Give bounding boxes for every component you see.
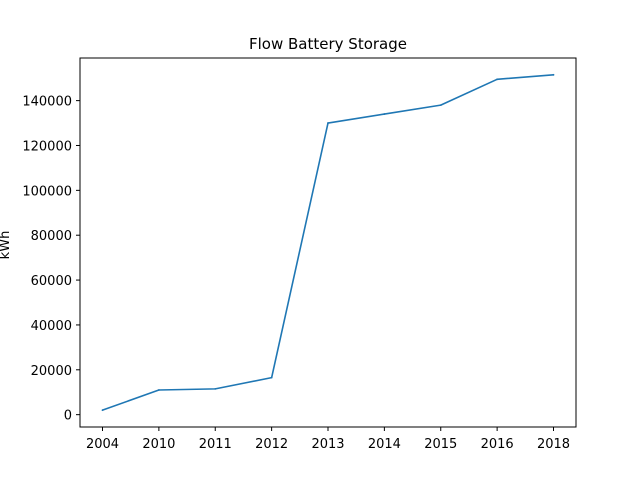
x-tick-label: 2016 (481, 437, 514, 452)
x-tick-label: 2015 (424, 437, 457, 452)
data-point (214, 387, 217, 390)
chart-title: Flow Battery Storage (249, 35, 407, 53)
x-tick-label: 2011 (199, 437, 232, 452)
data-point (327, 122, 329, 124)
data-point (496, 78, 499, 81)
data-point (552, 73, 555, 76)
data-point (383, 113, 386, 115)
y-tick-label: 80000 (31, 229, 72, 244)
y-tick-label: 0 (64, 409, 72, 424)
data-point (101, 409, 104, 412)
y-tick-label: 140000 (22, 95, 72, 110)
data-point (270, 376, 273, 379)
x-tick-label: 2004 (86, 437, 119, 452)
y-tick-label: 120000 (22, 139, 72, 154)
series-line (102, 74, 554, 411)
x-tick-label: 2010 (142, 437, 175, 452)
y-tick-label: 60000 (31, 274, 72, 289)
data-lines (101, 73, 555, 412)
x-tick-label: 2013 (311, 437, 344, 452)
y-tick-label: 20000 (31, 364, 72, 379)
y-tick-label: 100000 (22, 184, 72, 199)
x-tick-label: 2012 (255, 437, 288, 452)
x-tick-label: 2014 (368, 437, 401, 452)
axis-ticks: 2004 2010 2011 2012 2013 2014 2015 2016 2018 0 200… (22, 95, 570, 452)
y-tick-label: 40000 (31, 319, 72, 334)
x-tick-label: 2018 (537, 437, 570, 452)
data-point (439, 104, 442, 107)
plot-area-frame (79, 57, 577, 428)
y-axis-label: kWh (0, 231, 13, 260)
data-point (157, 389, 160, 391)
